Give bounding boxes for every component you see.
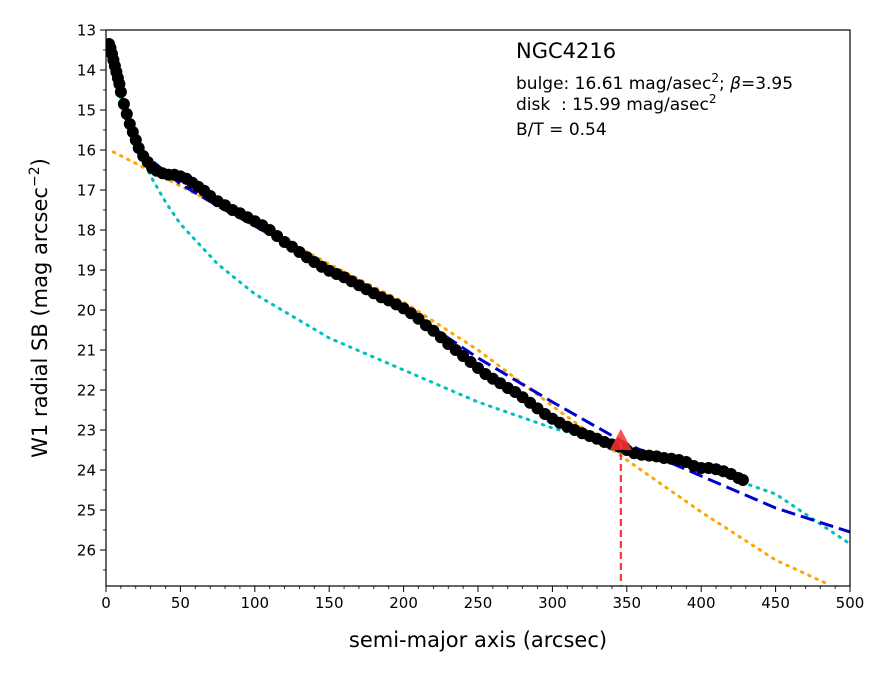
data-point bbox=[120, 108, 133, 120]
y-tick-label: 17 bbox=[77, 182, 96, 200]
disk-prefix: disk : 15.99 mag/asec bbox=[516, 95, 709, 115]
y-tick-label: 22 bbox=[77, 382, 96, 400]
y-tick-label: 24 bbox=[77, 462, 96, 480]
y-axis-label-close: ) bbox=[28, 158, 52, 166]
annotation-box: NGC4216 bulge: 16.61 mag/asec2; β=3.95 d… bbox=[516, 39, 793, 140]
x-tick-label: 300 bbox=[538, 594, 567, 612]
x-tick-label: 250 bbox=[464, 594, 493, 612]
x-tick-label: 200 bbox=[389, 594, 418, 612]
y-axis-label-main: W1 radial SB (mag arcsec bbox=[28, 187, 52, 458]
y-tick-label: 25 bbox=[77, 502, 96, 520]
data-point bbox=[114, 86, 127, 98]
marker-triangle bbox=[609, 429, 632, 450]
disk-model-line bbox=[111, 150, 830, 586]
plot-area bbox=[106, 38, 850, 586]
y-tick-label: 20 bbox=[77, 302, 96, 320]
bt-ratio: B/T = 0.54 bbox=[516, 120, 607, 140]
y-tick-label: 26 bbox=[77, 542, 96, 560]
y-tick-label: 23 bbox=[77, 422, 96, 440]
axis-ticks: 0 50 100 150 200 250 300 350 400 450 500 13 14 15 16 17… bbox=[77, 22, 864, 613]
x-tick-label: 0 bbox=[101, 594, 111, 612]
y-tick-label: 16 bbox=[77, 142, 96, 160]
plot-frame bbox=[105, 29, 851, 587]
disk-line: disk : 15.99 mag/asec2 bbox=[516, 92, 716, 115]
x-tick-label: 100 bbox=[240, 594, 269, 612]
disk-sup: 2 bbox=[709, 92, 717, 106]
data-point bbox=[117, 98, 130, 110]
x-tick-label: 350 bbox=[612, 594, 641, 612]
y-tick-label: 13 bbox=[77, 22, 96, 40]
x-tick-label: 450 bbox=[761, 594, 790, 612]
bulge-beta: =3.95 bbox=[741, 74, 793, 94]
y-tick-label: 21 bbox=[77, 342, 96, 360]
beta-symbol: β bbox=[729, 74, 741, 94]
data-point bbox=[736, 474, 749, 486]
x-tick-label: 50 bbox=[171, 594, 190, 612]
x-tick-label: 150 bbox=[315, 594, 344, 612]
bulge-sup: 2 bbox=[711, 71, 719, 85]
y-axis-label: W1 radial SB (mag arcsec−2) bbox=[27, 158, 52, 458]
x-tick-label: 400 bbox=[687, 594, 716, 612]
x-tick-label: 500 bbox=[836, 594, 865, 612]
bulge-prefix: bulge: 16.61 mag/asec bbox=[516, 74, 711, 94]
bulge-line: bulge: 16.61 mag/asec2; β=3.95 bbox=[516, 71, 793, 94]
x-axis-label: semi-major axis (arcsec) bbox=[349, 628, 607, 652]
y-tick-label: 19 bbox=[77, 262, 96, 280]
galaxy-name: NGC4216 bbox=[516, 39, 616, 63]
y-tick-label: 18 bbox=[77, 222, 96, 240]
y-tick-label: 15 bbox=[77, 102, 96, 120]
y-tick-label: 14 bbox=[77, 62, 96, 80]
bulge-mid: ; bbox=[719, 74, 730, 94]
y-axis-label-sup: −2 bbox=[27, 166, 43, 187]
